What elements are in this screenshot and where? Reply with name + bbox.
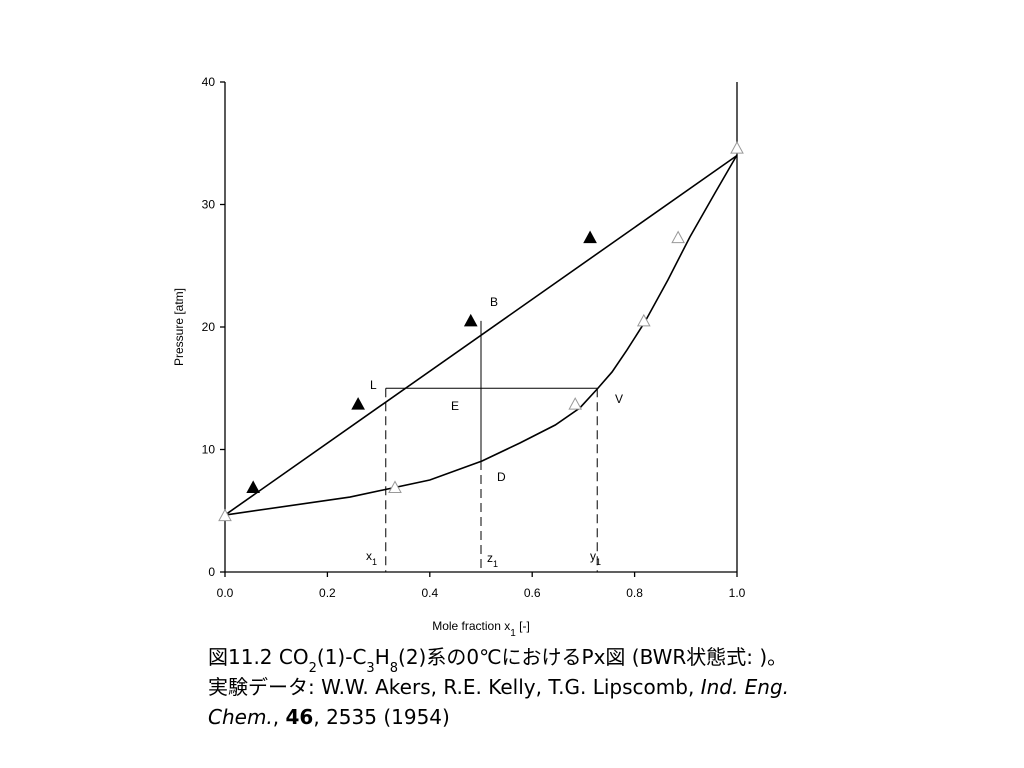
- text-run: x: [366, 549, 372, 563]
- liquid-point: [463, 313, 478, 327]
- x-tick-label: 0.6: [524, 586, 541, 600]
- text-run: (2)系の0℃におけるPx図 (BWR状態式: )。: [398, 645, 787, 669]
- point-label: L: [370, 378, 377, 392]
- y-tick-label: 20: [202, 320, 216, 334]
- vapor-point: [218, 508, 232, 522]
- text-run: 1: [372, 557, 377, 567]
- text-run: 2: [309, 661, 317, 676]
- text-run: [-]: [516, 619, 530, 633]
- y-tick-label: 30: [202, 198, 216, 212]
- text-run: y: [590, 549, 596, 563]
- text-run: Ind. Eng.: [701, 675, 789, 699]
- vapor-point: [671, 230, 685, 244]
- x-tick-label: 0.0: [217, 586, 234, 600]
- text-run: 1: [596, 557, 601, 567]
- x-tick-label: 0.8: [626, 586, 643, 600]
- liquid-point: [246, 480, 261, 493]
- text-run: 1: [510, 628, 516, 639]
- liquid-point: [583, 230, 597, 244]
- text-run: 1: [493, 559, 498, 569]
- text-run: Chem.: [208, 705, 273, 729]
- point-label: E: [451, 399, 459, 413]
- text-run: z: [487, 551, 493, 565]
- point-label: y1: [590, 549, 601, 567]
- x-tick-label: 0.4: [421, 586, 438, 600]
- caption-line: 図11.2 CO2(1)-C3H8(2)系の0℃におけるPx図 (BWR状態式:…: [208, 645, 787, 676]
- point-label: B: [490, 295, 498, 309]
- x-tick-label: 1.0: [729, 586, 746, 600]
- point-label: z1: [487, 551, 498, 569]
- text-run: ,: [273, 705, 286, 729]
- caption-line: Chem., 46, 2535 (1954): [208, 705, 450, 729]
- x-axis-label: Mole fraction x1 [-]: [432, 619, 530, 639]
- vapor-point: [568, 397, 583, 410]
- point-label: V: [615, 392, 623, 406]
- y-tick-label: 40: [202, 75, 216, 89]
- text-run: Mole fraction x: [432, 619, 510, 633]
- point-label: D: [497, 470, 506, 484]
- text-run: 図11.2 CO: [208, 645, 309, 669]
- y-axis-label: Pressure [atm]: [172, 288, 186, 366]
- vapor-point: [730, 141, 744, 154]
- text-run: , 2535 (1954): [313, 705, 449, 729]
- point-label: x1: [366, 549, 377, 567]
- vapor-point: [636, 313, 651, 327]
- y-tick-label: 0: [208, 565, 215, 579]
- text-run: H: [375, 645, 390, 669]
- text-run: 8: [390, 661, 398, 676]
- vapor-point: [388, 480, 402, 493]
- text-run: 実験データ: W.W. Akers, R.E. Kelly, T.G. Lips…: [208, 675, 701, 699]
- text-run: 46: [286, 705, 314, 729]
- caption-line: 実験データ: W.W. Akers, R.E. Kelly, T.G. Lips…: [208, 675, 789, 699]
- text-run: 3: [366, 661, 374, 676]
- x-tick-label: 0.2: [319, 586, 336, 600]
- liquid-point: [351, 397, 365, 410]
- text-run: (1)-C: [317, 645, 367, 669]
- y-tick-label: 10: [202, 443, 216, 457]
